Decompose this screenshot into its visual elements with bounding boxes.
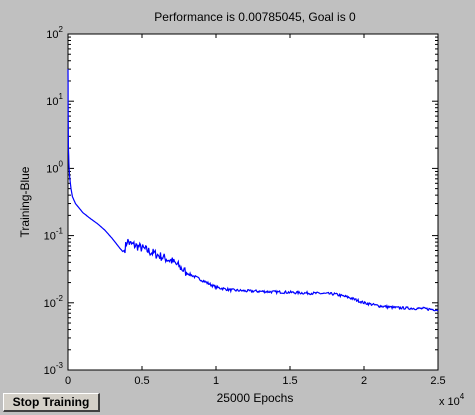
stop-training-button[interactable]: Stop Training <box>3 393 100 412</box>
plot-area <box>67 33 439 371</box>
y-tick-label: 100 <box>46 159 63 175</box>
y-tick-base: 10 <box>44 365 56 377</box>
y-axis-label: Training-Blue <box>18 166 32 237</box>
training-performance-line <box>67 69 439 312</box>
x-exponent-base: x 10 <box>439 396 460 408</box>
y-tick-power: 1 <box>59 92 64 101</box>
x-tick-label: 0 <box>65 375 71 387</box>
y-tick-power: 0 <box>59 159 64 168</box>
y-tick-label: 101 <box>46 92 63 108</box>
chart-title: Performance is 0.00785045, Goal is 0 <box>154 10 356 24</box>
x-axis-exponent: x 104 <box>439 392 465 408</box>
y-tick-power: 2 <box>59 25 64 34</box>
y-tick-label: 10-3 <box>44 361 64 377</box>
x-exponent-power: 4 <box>460 392 465 401</box>
y-tick-power: -3 <box>56 361 64 370</box>
y-tick-label: 10-1 <box>44 227 64 243</box>
y-tick-base: 10 <box>46 163 58 175</box>
x-tick-label: 2 <box>361 375 367 387</box>
y-tick-base: 10 <box>44 231 56 243</box>
y-tick-power: -1 <box>56 227 64 236</box>
y-tick-base: 10 <box>44 298 56 310</box>
x-tick-label: 0.5 <box>134 375 149 387</box>
y-tick-base: 10 <box>46 29 58 41</box>
y-tick-label: 102 <box>46 25 63 41</box>
x-tick-label: 1.5 <box>282 375 297 387</box>
x-tick-label: 1 <box>213 375 219 387</box>
y-tick-base: 10 <box>46 96 58 108</box>
x-axis-label: 25000 Epochs <box>217 391 294 405</box>
y-tick-power: -2 <box>56 294 64 303</box>
x-tick-label: 2.5 <box>430 375 445 387</box>
y-tick-label: 10-2 <box>44 294 64 310</box>
